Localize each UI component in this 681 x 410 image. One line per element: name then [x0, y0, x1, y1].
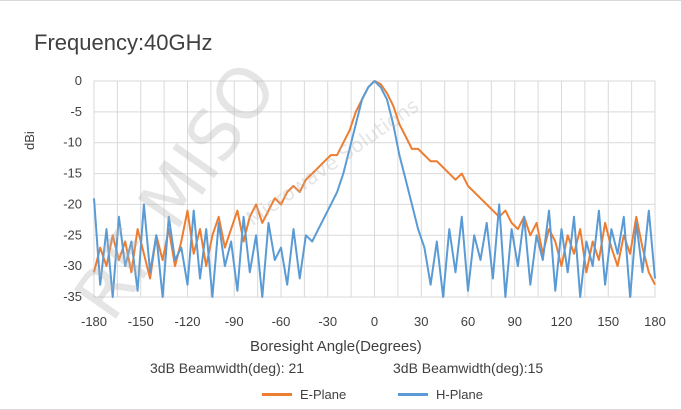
y-tick-label: -10 [63, 135, 82, 150]
y-tick-label: 0 [75, 73, 82, 88]
x-tick-label: 90 [508, 314, 522, 329]
h-plane-beamwidth-annotation: 3dB Beamwidth(deg):15 [393, 360, 544, 376]
x-tick-label: -30 [318, 314, 337, 329]
y-tick-label: -20 [63, 196, 82, 211]
y-tick-label: -30 [63, 258, 82, 273]
x-tick-label: -120 [174, 314, 200, 329]
x-axis-label: Boresight Angle(Degrees) [250, 338, 422, 355]
x-tick-label: 30 [414, 314, 428, 329]
e-plane-beamwidth-annotation: 3dB Beamwidth(deg): 21 [150, 360, 305, 376]
legend-label-h-plane: H-Plane [436, 387, 483, 402]
legend-swatch-e-plane [262, 393, 292, 396]
x-tick-label: 60 [461, 314, 475, 329]
x-tick-label: -90 [225, 314, 244, 329]
x-tick-label: -150 [128, 314, 154, 329]
y-tick-label: -25 [63, 227, 82, 242]
y-tick-label: -35 [63, 289, 82, 304]
x-tick-label: 180 [644, 314, 666, 329]
y-tick-label: -15 [63, 166, 82, 181]
series-line-h-plane [93, 80, 656, 298]
x-tick-label: 150 [597, 314, 619, 329]
y-tick-label: -5 [70, 104, 82, 119]
legend-label-e-plane: E-Plane [300, 387, 347, 402]
legend: E-Plane H-Plane [0, 387, 681, 407]
x-tick-label: -180 [81, 314, 107, 329]
chart-title: Frequency:40GHz [34, 30, 213, 55]
x-tick-label: -60 [272, 314, 291, 329]
x-tick-label: 0 [371, 314, 378, 329]
legend-item-e-plane: E-Plane [262, 387, 346, 402]
x-tick-label: 120 [551, 314, 573, 329]
legend-item-h-plane: H-Plane [398, 387, 483, 402]
legend-swatch-h-plane [398, 393, 428, 396]
